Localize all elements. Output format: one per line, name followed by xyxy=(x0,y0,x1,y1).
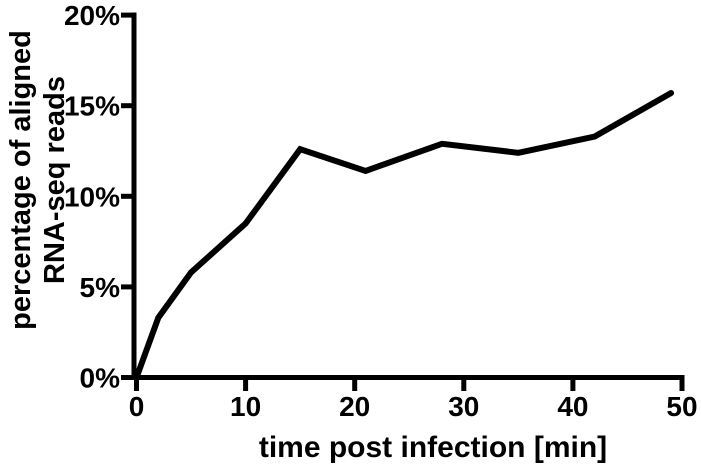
x-tick-label: 30 xyxy=(448,391,479,422)
y-tick-label: 5% xyxy=(80,272,121,303)
y-axis-title: percentage of aligned RNA-seq reads xyxy=(4,0,74,370)
x-tick-label: 0 xyxy=(129,391,145,422)
x-tick-label: 40 xyxy=(557,391,588,422)
x-tick-label: 50 xyxy=(666,391,697,422)
y-axis-title-line2: RNA-seq reads xyxy=(39,76,71,284)
y-tick-label: 10% xyxy=(64,181,120,212)
x-tick-label: 20 xyxy=(339,391,370,422)
y-tick-label: 15% xyxy=(64,91,120,122)
y-axis-title-line1: percentage of aligned xyxy=(5,30,37,330)
y-tick-label: 0% xyxy=(80,363,121,394)
x-axis-title: time post infection [min] xyxy=(259,431,607,464)
x-tick-label: 10 xyxy=(230,391,261,422)
axis-tick-labels: 0 10 20 30 40 50 0% 5% 10% 15% 20% xyxy=(64,0,698,422)
axis-ticks xyxy=(121,12,685,391)
y-tick-label: 20% xyxy=(64,0,120,31)
data-line-series xyxy=(133,90,675,381)
